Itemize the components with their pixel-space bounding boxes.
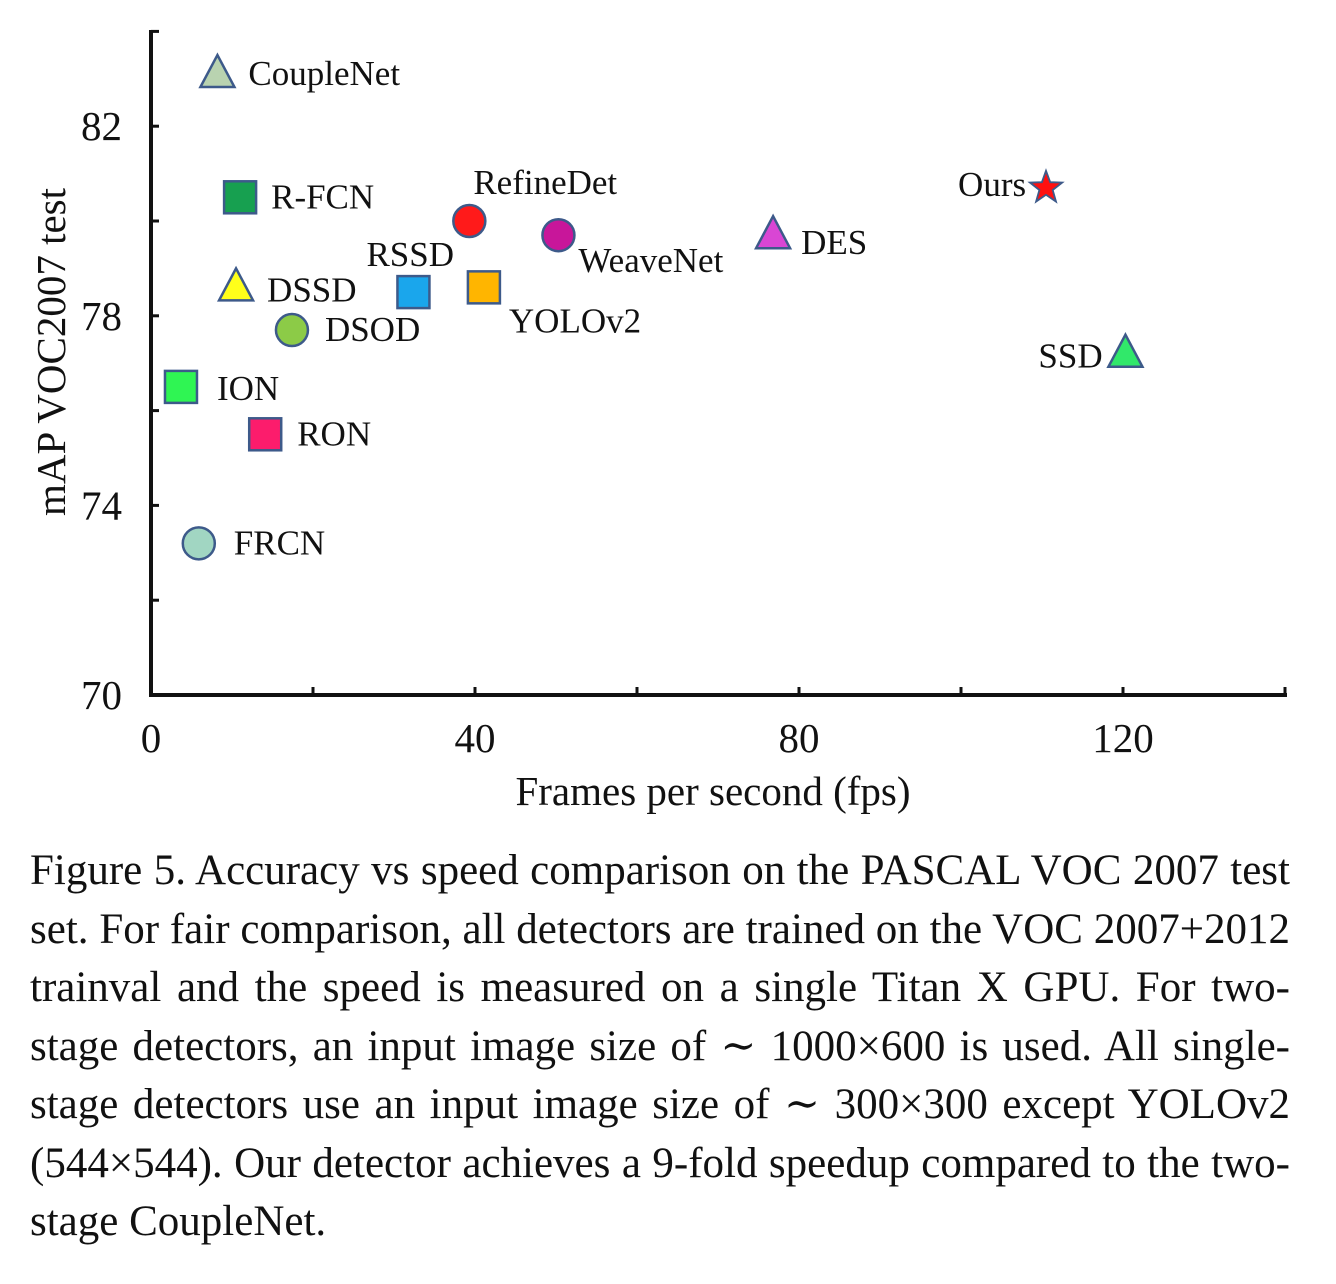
marker-ssd xyxy=(1106,332,1145,368)
point-label-ron: RON xyxy=(297,414,371,453)
y-tick-label: 74 xyxy=(81,482,122,528)
point-label-ion: ION xyxy=(217,369,279,408)
marker-refinedet xyxy=(452,203,487,239)
point-label-ours: Ours xyxy=(958,165,1026,204)
point-label-frcn: FRCN xyxy=(234,523,325,562)
y-tick-label: 70 xyxy=(81,672,122,718)
marker-dsod xyxy=(274,312,310,348)
marker-r-fcn xyxy=(222,180,258,215)
y-tick-label: 78 xyxy=(81,293,122,339)
marker-yolov2 xyxy=(466,270,502,305)
marker-weavenet xyxy=(541,217,576,253)
marker-ion xyxy=(163,369,199,405)
x-tick-label: 0 xyxy=(141,715,162,761)
x-axis-label: Frames per second (fps) xyxy=(515,768,910,814)
x-tick-label: 80 xyxy=(779,715,820,761)
figure-caption: Figure 5. Accuracy vs speed comparison o… xyxy=(30,847,1290,1245)
point-label-weavenet: WeaveNet xyxy=(578,241,723,280)
point-label-couplenet: CoupleNet xyxy=(248,54,400,93)
point-labels: CoupleNet R-FCN RefineDet WeaveNet DES Ours RS… xyxy=(217,54,1103,562)
ticks: 0 40 80 120 70 74 78 82 xyxy=(81,29,1287,761)
point-label-dsod: DSOD xyxy=(325,310,420,349)
scatter-chart: 0 40 80 120 70 74 78 82 CoupleNet R-FCN RefineDet… xyxy=(28,29,1287,814)
point-label-r-fcn: R-FCN xyxy=(271,177,374,216)
y-axis-label: mAP VOC2007 test xyxy=(28,187,74,516)
point-label-yolov2: YOLOv2 xyxy=(509,301,641,340)
point-label-refinedet: RefineDet xyxy=(473,163,617,202)
marker-ours xyxy=(1027,168,1065,204)
axes xyxy=(149,30,1287,697)
x-tick-label: 40 xyxy=(455,715,496,761)
marker-dssd xyxy=(216,265,256,302)
marker-ron xyxy=(247,417,283,452)
marker-frcn xyxy=(181,526,217,561)
marker-des xyxy=(754,213,793,250)
y-tick-label: 82 xyxy=(81,103,122,149)
point-label-des: DES xyxy=(801,223,867,262)
marker-rssd xyxy=(396,274,431,310)
point-label-ssd: SSD xyxy=(1038,337,1102,376)
marker-couplenet xyxy=(198,52,237,89)
point-label-dssd: DSSD xyxy=(267,270,356,309)
data-markers xyxy=(163,52,1145,561)
point-label-rssd: RSSD xyxy=(366,235,454,274)
x-tick-label: 120 xyxy=(1092,715,1154,761)
